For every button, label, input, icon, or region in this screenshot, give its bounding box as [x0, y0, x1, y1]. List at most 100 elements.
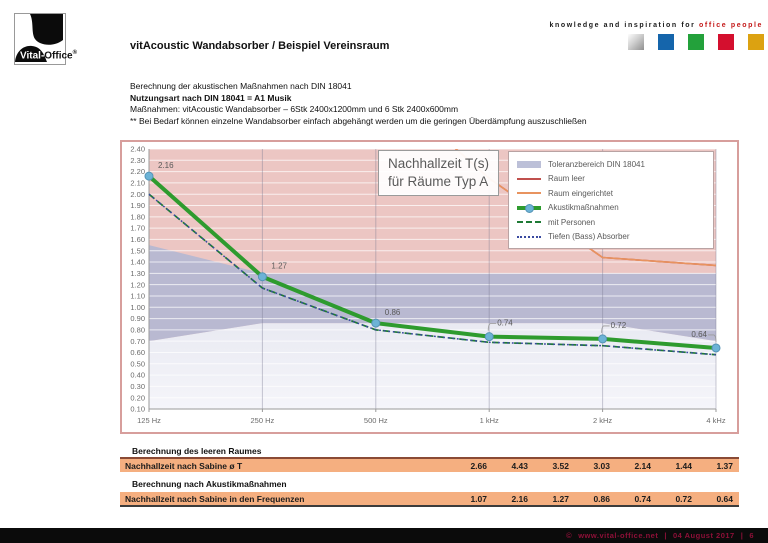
svg-text:1.50: 1.50 [130, 246, 145, 255]
legend-symbol-line-icon [517, 192, 541, 195]
chart-title-line2: für Räume Typ A [388, 174, 489, 189]
row-label: Nachhallzeit nach Sabine in den Frequenz… [125, 493, 305, 504]
footer-copyright: © [566, 531, 573, 540]
legend-item: Akustikmaßnahmen [517, 201, 705, 216]
svg-text:1.80: 1.80 [130, 212, 145, 221]
svg-text:0.72: 0.72 [611, 321, 627, 330]
row1-value-500: 3.03 [593, 460, 610, 471]
svg-text:1 kHz: 1 kHz [480, 416, 499, 425]
svg-text:1.27: 1.27 [271, 262, 287, 271]
page-title: vitAcoustic Wandabsorber / Beispiel Vere… [130, 40, 390, 52]
intro-text: Berechnung der akustischen Maßnahmen nac… [130, 81, 587, 127]
svg-text:500 Hz: 500 Hz [364, 416, 388, 425]
legend-item: Raum eingerichtet [517, 186, 705, 201]
svg-text:1.90: 1.90 [130, 201, 145, 210]
footer-page-number: 6 [749, 531, 754, 540]
svg-text:2.16: 2.16 [158, 161, 174, 170]
footer-bar: © www.vital-office.net | 04 August 2017 … [0, 528, 768, 543]
svg-text:1.40: 1.40 [130, 258, 145, 267]
svg-text:1.30: 1.30 [130, 269, 145, 278]
legend-symbol-thick-icon [517, 203, 541, 213]
svg-text:125 Hz: 125 Hz [137, 416, 161, 425]
svg-text:2.20: 2.20 [130, 167, 145, 176]
svg-text:2.10: 2.10 [130, 179, 145, 188]
svg-text:2.00: 2.00 [130, 190, 145, 199]
row1-value-4k: 1.37 [716, 460, 733, 471]
row2-value-500: 0.86 [593, 493, 610, 504]
brand-square-blue [658, 34, 674, 50]
chart-legend: Toleranzbereich DIN 18041 Raum leer Raum e… [508, 151, 714, 249]
intro-line-1: Berechnung der akustischen Maßnahmen nac… [130, 81, 352, 91]
legend-symbol-band-icon [517, 160, 541, 168]
table-row-sabine-measures: Nachhallzeit nach Sabine in den Frequenz… [120, 492, 739, 507]
legend-label: Raum eingerichtet [548, 188, 613, 198]
svg-text:0.50: 0.50 [130, 359, 145, 368]
svg-text:1.20: 1.20 [130, 280, 145, 289]
svg-text:2 kHz: 2 kHz [593, 416, 612, 425]
svg-text:0.80: 0.80 [130, 325, 145, 334]
svg-text:0.70: 0.70 [130, 337, 145, 346]
svg-text:1.70: 1.70 [130, 224, 145, 233]
svg-text:0.90: 0.90 [130, 314, 145, 323]
table-section-1-label: Berechnung des leeren Raumes [132, 446, 262, 456]
svg-text:2.30: 2.30 [130, 156, 145, 165]
legend-symbol-line-icon [517, 177, 541, 180]
brand-square-red [718, 34, 734, 50]
row1-value-1k: 2.14 [634, 460, 651, 471]
legend-item: Tiefen (Bass) Absorber [517, 230, 705, 245]
reverberation-chart: 2.40 2.30 2.20 2.10 2.00 1.90 1.80 1.70 1.60 1.50… [120, 140, 739, 434]
svg-text:0.60: 0.60 [130, 348, 145, 357]
svg-text:0.86: 0.86 [385, 308, 401, 317]
logo-yin-yang-icon [15, 14, 63, 62]
legend-label: Akustikmaßnahmen [548, 203, 619, 213]
svg-text:250 Hz: 250 Hz [251, 416, 275, 425]
legend-item: mit Personen [517, 215, 705, 230]
row1-value-avg: 2.66 [470, 460, 487, 471]
row1-value-250: 3.52 [552, 460, 569, 471]
brand-tagline: knowledge and inspiration for office peo… [550, 22, 764, 29]
svg-text:0.40: 0.40 [130, 371, 145, 380]
vital-office-logo: Vital-Office® [14, 13, 77, 65]
table-row-sabine-empty: Nachhallzeit nach Sabine ø T 2.66 4.43 3… [120, 457, 739, 472]
legend-symbol-dashed-icon [517, 221, 541, 224]
row2-value-2k: 0.72 [675, 493, 692, 504]
svg-text:0.30: 0.30 [130, 382, 145, 391]
legend-item: Raum leer [517, 172, 705, 187]
footer-separator: | [740, 531, 744, 540]
chart-title-box: Nachhallzeit T(s) für Räume Typ A [378, 150, 500, 196]
svg-text:1.10: 1.10 [130, 292, 145, 301]
logo-text-part1: Vital- [20, 50, 45, 61]
chart-title-line1: Nachhallzeit T(s) [388, 156, 490, 171]
brand-color-squares [628, 34, 764, 50]
svg-text:1.00: 1.00 [130, 303, 145, 312]
row2-value-4k: 0.64 [716, 493, 733, 504]
svg-text:0.64: 0.64 [691, 330, 707, 339]
row2-value-125: 2.16 [511, 493, 528, 504]
tagline-black: knowledge and inspiration for [549, 22, 696, 29]
svg-text:2.40: 2.40 [130, 145, 145, 154]
svg-text:0.10: 0.10 [130, 405, 145, 414]
brand-square-green [688, 34, 704, 50]
svg-text:0.74: 0.74 [497, 319, 513, 328]
legend-label: mit Personen [548, 217, 596, 227]
legend-label: Toleranzbereich DIN 18041 [548, 159, 645, 169]
footer-separator: | [664, 531, 667, 540]
table-section-2-label: Berechnung nach Akustikmaßnahmen [132, 479, 287, 489]
row-label: Nachhallzeit nach Sabine ø T [125, 460, 243, 471]
footer-date: 04 August 2017 [672, 531, 735, 540]
logo-text: Vital-Office® [20, 50, 77, 61]
svg-text:4 kHz: 4 kHz [706, 416, 725, 425]
legend-item: Toleranzbereich DIN 18041 [517, 157, 705, 172]
tagline-red: office people [699, 22, 763, 29]
row2-value-avg: 1.07 [470, 493, 487, 504]
row1-value-2k: 1.44 [675, 460, 692, 471]
svg-text:0.20: 0.20 [130, 393, 145, 402]
legend-symbol-dotted-icon [517, 235, 541, 238]
intro-line-2: Nutzungsart nach DIN 18041 = A1 Musik [130, 92, 292, 103]
intro-line-4: ** Bei Bedarf können einzelne Wandabsorb… [130, 115, 587, 126]
row2-value-1k: 0.74 [634, 493, 651, 504]
brand-square-gold [748, 34, 764, 50]
logo-registered-mark: ® [72, 49, 78, 56]
legend-label: Tiefen (Bass) Absorber [548, 232, 630, 242]
footer-url-link[interactable]: www.vital-office.net [578, 531, 659, 540]
